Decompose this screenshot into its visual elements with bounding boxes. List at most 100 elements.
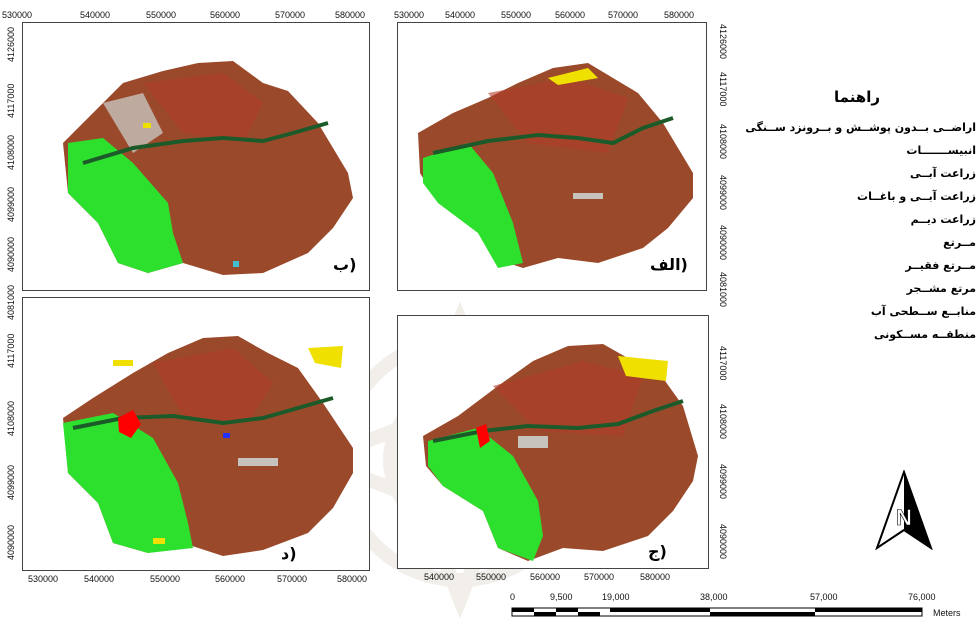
x-tick: 560000 <box>215 574 246 584</box>
irrigated-zone <box>68 138 183 273</box>
rangeland-patch <box>153 348 273 423</box>
x-tick: 570000 <box>277 574 308 584</box>
x-tick: 560000 <box>555 10 586 20</box>
scale-unit: Meters <box>933 608 961 618</box>
legend-item: منطقــه مســکونی <box>873 328 976 341</box>
legend-item: مــرتع <box>943 236 976 249</box>
x-tick: 540000 <box>424 572 455 582</box>
x-tick: 530000 <box>2 10 33 20</box>
scale-bar: 0 9,500 19,000 38,000 57,000 76,000 Mete… <box>510 592 976 622</box>
yellow-patch <box>548 68 598 85</box>
svg-text:N: N <box>896 505 912 530</box>
orchard-river <box>82 121 329 165</box>
irrigated-zone <box>428 428 543 561</box>
x-tick: 580000 <box>337 574 368 584</box>
yellow-patch <box>308 346 343 368</box>
y-tick: 4108000 <box>6 400 16 436</box>
panel-label: ج) <box>648 542 667 561</box>
map-alef-canvas <box>418 63 693 268</box>
y-tick: 4081000 <box>6 284 16 320</box>
x-tick: 550000 <box>146 10 177 20</box>
legend-item: منابــع ســطحی آب <box>870 305 976 318</box>
water-body <box>223 433 230 438</box>
legend-item: زراعت آبــی <box>910 167 976 180</box>
y-tick: 4099000 <box>6 464 16 500</box>
legend-item: مــرتع فقیــر <box>905 259 976 272</box>
y-tick: 4108000 <box>6 134 16 170</box>
y-tick: 4126000 <box>718 24 728 60</box>
legend-item: زراعت دیــم <box>910 213 976 226</box>
y-tick: 4090000 <box>718 225 728 261</box>
x-tick: 530000 <box>28 574 59 584</box>
y-tick: 4117000 <box>718 72 728 107</box>
legend-item: مرتع مشــجر <box>906 282 976 295</box>
map-dal-canvas <box>63 336 353 556</box>
rangeland-patch <box>493 361 643 436</box>
legend: راهنما اراضــی بــدون پوشــش و بــرونزد … <box>736 88 976 346</box>
map-b-canvas <box>63 61 353 275</box>
y-tick: 4108000 <box>718 404 728 440</box>
map-jim-canvas <box>423 344 698 561</box>
x-tick: 560000 <box>530 572 561 582</box>
y-tick: 4099000 <box>718 175 728 211</box>
bare-patch <box>103 93 163 153</box>
y-tick: 4081000 <box>718 272 728 308</box>
panel-label: الف) <box>650 255 688 274</box>
y-tick: 4108000 <box>718 124 728 160</box>
scale-label: 76,000 <box>908 592 936 602</box>
y-tick: 4090000 <box>718 524 728 560</box>
rangeland-patch <box>143 73 263 143</box>
yellow-patch <box>143 123 151 128</box>
y-tick: 4099000 <box>718 464 728 500</box>
x-tick: 540000 <box>445 10 476 20</box>
y-tick: 4090000 <box>6 524 16 560</box>
yellow-patch <box>113 360 133 366</box>
x-tick: 530000 <box>394 10 425 20</box>
water-patch <box>233 261 239 267</box>
x-tick: 570000 <box>608 10 639 20</box>
map-panel-alef: الف) <box>397 22 707 291</box>
x-tick: 550000 <box>150 574 181 584</box>
irrigated-zone <box>63 413 193 553</box>
map-panel-dal: د) <box>22 297 370 571</box>
residential-zone <box>476 424 490 448</box>
irrigated-zone <box>423 143 523 268</box>
y-tick: 4117000 <box>6 333 16 368</box>
residential-zone <box>118 410 141 438</box>
x-tick: 560000 <box>210 10 241 20</box>
y-tick: 4099000 <box>6 186 16 222</box>
bare-patch <box>573 193 603 199</box>
legend-item: اراضــی بــدون پوشــش و بــرونزد ســنگی <box>745 121 976 134</box>
scale-label: 57,000 <box>810 592 838 602</box>
yellow-patch <box>618 356 668 381</box>
scale-label: 19,000 <box>602 592 630 602</box>
scale-label: 0 <box>510 592 516 602</box>
orchard-river <box>432 116 674 155</box>
x-tick: 570000 <box>584 572 615 582</box>
bare-patch <box>238 458 278 466</box>
legend-title: راهنما <box>834 88 880 106</box>
panel-label: د) <box>281 544 297 563</box>
scale-bar-graphic <box>511 607 923 617</box>
x-tick: 580000 <box>664 10 695 20</box>
north-arrow-icon: N <box>875 470 933 550</box>
map-panel-jim: ج) <box>397 315 709 569</box>
y-tick: 4117000 <box>6 83 16 118</box>
rangeland-patch <box>488 78 628 153</box>
y-tick: 4117000 <box>718 346 728 381</box>
legend-item: زراعت آبــی و باغــات <box>857 190 976 203</box>
yellow-patch <box>153 538 165 544</box>
x-tick: 580000 <box>335 10 366 20</box>
scale-label: 9,500 <box>550 592 573 602</box>
x-tick: 550000 <box>476 572 507 582</box>
x-tick: 580000 <box>640 572 671 582</box>
x-tick: 550000 <box>501 10 532 20</box>
bare-patch <box>518 436 548 448</box>
panel-label: ب) <box>333 255 357 274</box>
legend-item: انبیســـــــات <box>906 144 976 157</box>
x-tick: 540000 <box>84 574 115 584</box>
y-tick: 4090000 <box>6 236 16 272</box>
x-tick: 570000 <box>275 10 306 20</box>
scale-label: 38,000 <box>700 592 728 602</box>
map-panel-b: ب) <box>22 22 370 291</box>
